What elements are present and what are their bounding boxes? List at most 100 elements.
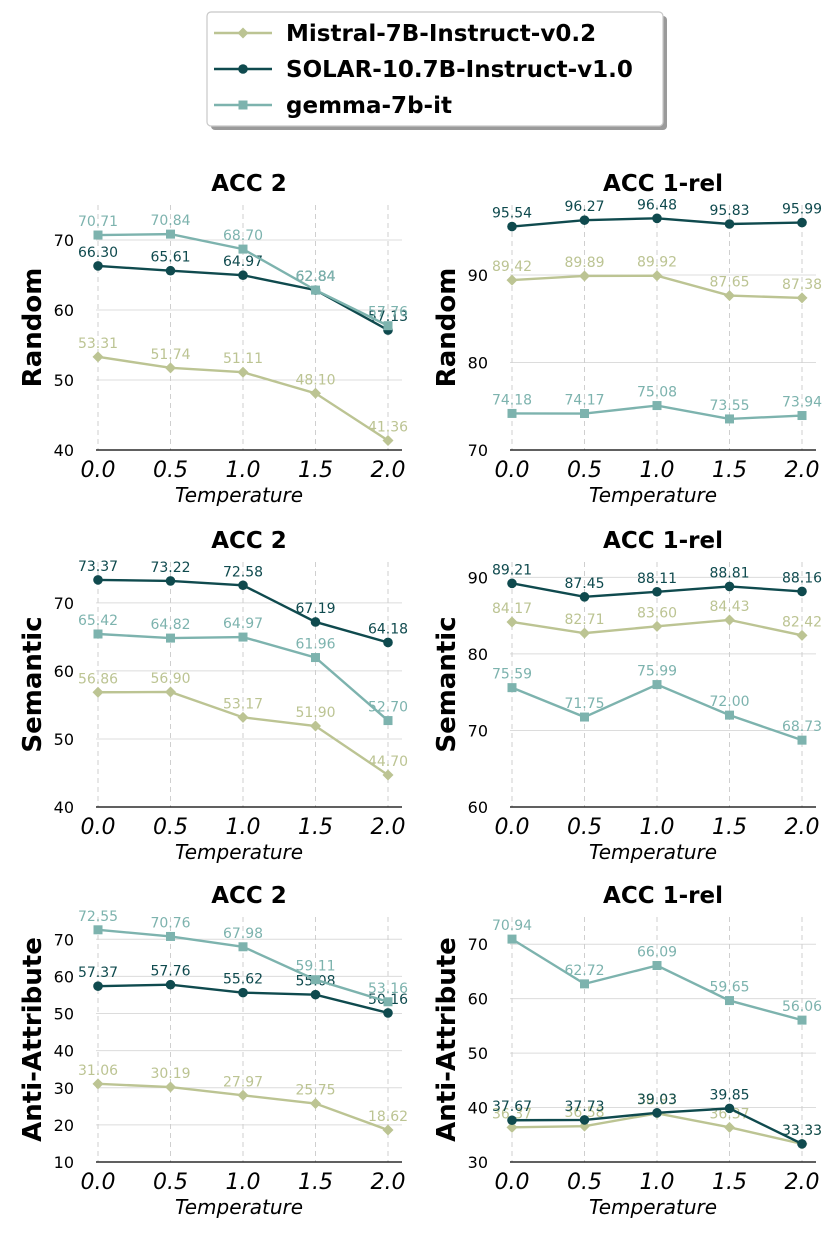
data-label: 36.37 — [492, 1106, 532, 1122]
y-tick-label: 70 — [468, 721, 488, 740]
data-point — [92, 686, 104, 698]
y-tick-label: 50 — [54, 1005, 74, 1024]
data-label: 87.38 — [782, 277, 822, 293]
data-point — [579, 627, 590, 639]
y-tick-label: 60 — [54, 662, 74, 681]
data-point — [383, 1008, 393, 1018]
x-tick-label: 0.5 — [153, 815, 188, 840]
data-point — [92, 351, 104, 363]
data-label: 51.11 — [223, 351, 263, 367]
y-tick-label: 30 — [54, 1079, 74, 1098]
data-label: 39.03 — [637, 1092, 677, 1108]
y-axis-label: Random — [432, 268, 462, 388]
data-label: 72.58 — [223, 564, 263, 580]
data-point — [507, 221, 517, 232]
data-point — [93, 629, 103, 639]
data-point — [93, 575, 103, 585]
data-label: 31.06 — [78, 1063, 118, 1079]
x-tick-label: 2.0 — [371, 1170, 406, 1195]
y-tick-label: 80 — [468, 354, 488, 373]
data-label: 87.65 — [709, 275, 749, 291]
legend-entry: SOLAR-10.7B-Instruct-v1.0 — [214, 57, 633, 83]
data-point — [724, 614, 735, 626]
chart-title: ACC 2 — [211, 883, 287, 909]
data-point — [310, 1098, 321, 1110]
data-label: 55.62 — [223, 972, 263, 988]
data-point — [652, 961, 662, 971]
data-label: 82.71 — [564, 612, 604, 628]
data-label: 41.36 — [368, 419, 408, 435]
data-label: 66.09 — [637, 945, 677, 961]
data-point — [165, 576, 176, 586]
chart-title: ACC 2 — [211, 171, 287, 197]
y-tick-label: 40 — [54, 798, 74, 817]
data-point — [311, 285, 320, 295]
y-tick-label: 80 — [468, 645, 488, 664]
data-label: 61.96 — [295, 637, 335, 653]
legend-marker — [237, 27, 249, 39]
data-point — [383, 997, 393, 1007]
data-point — [93, 230, 103, 240]
chart-panel: ACC 2 40 50 60 70 0.0 0.5 1.0 1.5 2.0 Temperature S… — [18, 528, 408, 864]
data-point — [310, 720, 321, 732]
data-label: 73.22 — [150, 560, 190, 576]
data-point — [310, 617, 321, 627]
data-label: 39.85 — [709, 1087, 749, 1103]
y-tick-label: 70 — [468, 441, 488, 460]
x-axis-label: Temperature — [589, 840, 717, 864]
data-point — [507, 408, 517, 418]
data-label: 56.06 — [782, 999, 822, 1015]
data-point — [651, 270, 663, 282]
data-label: 59.65 — [709, 980, 749, 996]
data-point — [797, 217, 807, 228]
data-point — [166, 229, 175, 239]
data-label: 89.92 — [637, 255, 677, 271]
x-tick-label: 0.5 — [153, 458, 188, 483]
x-tick-label: 1.0 — [640, 1170, 675, 1195]
data-point — [652, 586, 662, 597]
y-tick-label: 70 — [468, 935, 488, 954]
y-tick-label: 90 — [468, 568, 488, 587]
data-point — [166, 931, 175, 941]
data-label: 18.62 — [368, 1109, 408, 1125]
y-axis-label: Anti-Attribute — [18, 937, 48, 1142]
data-label: 53.17 — [223, 696, 263, 712]
x-axis-label: Temperature — [589, 1195, 717, 1219]
data-label: 37.67 — [492, 1099, 532, 1115]
data-point — [238, 580, 248, 591]
data-point — [579, 592, 590, 602]
y-axis-label: Semantic — [18, 616, 48, 752]
data-point — [165, 979, 176, 990]
data-label: 88.11 — [637, 571, 677, 587]
chart-title: ACC 2 — [211, 528, 287, 554]
y-tick-label: 40 — [54, 441, 74, 460]
y-tick-label: 60 — [54, 967, 74, 986]
data-label: 64.97 — [223, 616, 263, 632]
data-point — [310, 989, 321, 1000]
legend-label: SOLAR-10.7B-Instruct-v1.0 — [286, 57, 633, 83]
x-tick-label: 0.0 — [495, 458, 530, 483]
y-tick-label: 40 — [54, 1042, 74, 1061]
data-point — [238, 244, 248, 254]
x-tick-label: 1.0 — [640, 815, 675, 840]
data-label: 62.72 — [564, 963, 604, 979]
data-label: 74.17 — [564, 393, 604, 409]
data-point — [93, 261, 103, 271]
chart-panel: ACC 2 10 20 30 40 50 60 70 0.0 0.5 1.0 1.5 2.0 Temper… — [18, 883, 408, 1219]
data-label: 25.75 — [295, 1083, 335, 1099]
data-label: 53.16 — [368, 981, 408, 997]
data-label: 57.76 — [150, 964, 190, 980]
data-point — [724, 581, 735, 592]
data-point — [506, 274, 518, 286]
y-tick-label: 70 — [54, 594, 74, 613]
data-label: 66.30 — [78, 245, 118, 261]
data-point — [579, 215, 590, 225]
data-label: 74.18 — [492, 392, 532, 408]
data-point — [311, 653, 320, 663]
data-label: 51.74 — [150, 347, 190, 363]
data-point — [652, 213, 662, 224]
data-label: 95.54 — [492, 206, 532, 222]
data-point — [237, 1089, 249, 1101]
x-tick-label: 2.0 — [785, 815, 820, 840]
